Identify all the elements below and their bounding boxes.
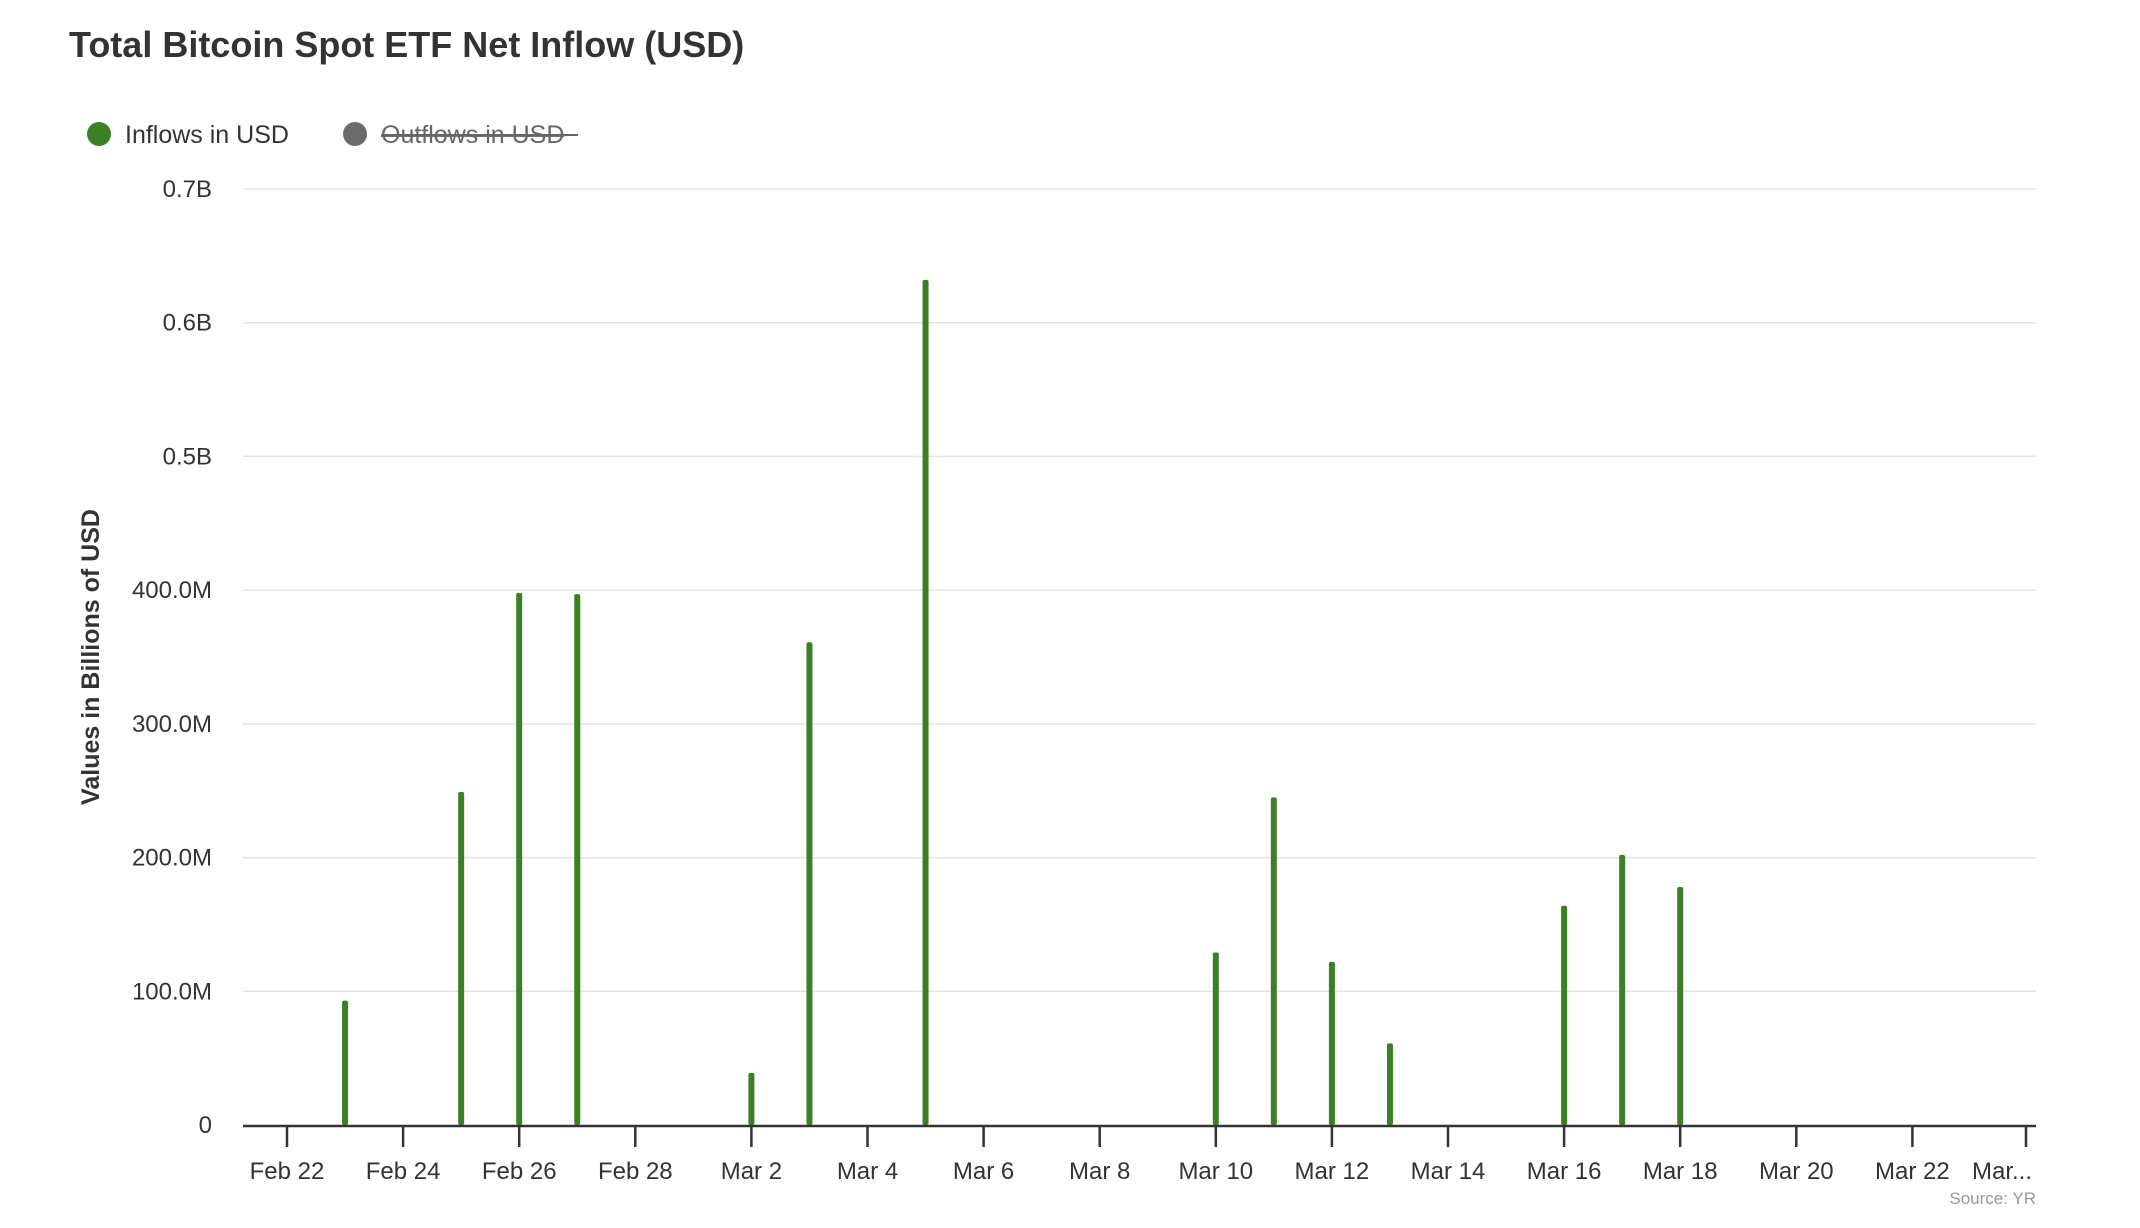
x-tick-label: Mar 18 — [1643, 1158, 1718, 1185]
y-tick-label: 0 — [199, 1112, 212, 1139]
x-tick-label: Mar 16 — [1527, 1158, 1602, 1185]
x-tick-label: Mar 2 — [721, 1158, 782, 1185]
x-tick-label: Feb 24 — [366, 1158, 441, 1185]
bar-mar-11 — [1270, 797, 1277, 1125]
y-tick-label: 400.0M — [132, 577, 212, 604]
legend-inflows-marker — [87, 122, 111, 146]
x-tick-label: Feb 22 — [250, 1158, 325, 1185]
bar-mar-3 — [806, 642, 813, 1125]
x-axis: Feb 22 Feb 24 Feb 26 Feb 28 Mar 2 Mar 4 Mar 6 M… — [243, 1124, 2036, 1185]
x-tick-label: Mar 4 — [837, 1158, 898, 1185]
x-tick-label: Mar 20 — [1759, 1158, 1834, 1185]
legend-inflows-label: Inflows in USD — [125, 121, 289, 149]
y-tick-label: 300.0M — [132, 711, 212, 738]
bar-mar-10 — [1212, 952, 1219, 1125]
y-axis-title: Values in Billions of USD — [77, 509, 105, 805]
legend-outflows-marker — [343, 122, 367, 146]
bar-mar-17 — [1619, 854, 1626, 1125]
bar-feb-25 — [458, 792, 465, 1125]
bar-mar-5 — [922, 279, 929, 1125]
y-axis-ticks: 0 100.0M 200.0M 300.0M 400.0M 0.5B 0.6B 0.7B — [132, 176, 212, 1139]
bar-feb-23 — [342, 1000, 349, 1125]
bar-feb-27 — [574, 594, 581, 1125]
x-tick-label: Mar 12 — [1295, 1158, 1370, 1185]
x-tick-label: Mar... — [1972, 1158, 2032, 1185]
x-tick-label: Feb 26 — [482, 1158, 557, 1185]
bars — [342, 279, 1684, 1125]
chart-title: Total Bitcoin Spot ETF Net Inflow (USD) — [69, 24, 744, 65]
bar-mar-12 — [1328, 961, 1335, 1125]
x-tick-label: Mar 8 — [1069, 1158, 1130, 1185]
x-tick-label: Mar 10 — [1178, 1158, 1253, 1185]
bar-feb-26 — [516, 592, 523, 1125]
y-tick-label: 0.5B — [163, 443, 212, 470]
x-tick-label: Mar 22 — [1875, 1158, 1950, 1185]
bar-mar-18 — [1677, 886, 1684, 1125]
y-tick-label: 0.6B — [163, 310, 212, 337]
x-tick-label: Mar 14 — [1411, 1158, 1486, 1185]
x-tick-label: Mar 6 — [953, 1158, 1014, 1185]
gridlines — [243, 188, 2036, 993]
x-tick-label: Feb 28 — [598, 1158, 673, 1185]
y-tick-label: 0.7B — [163, 176, 212, 203]
legend-item-outflows[interactable]: Outflows in USD — [343, 121, 578, 149]
y-tick-label: 100.0M — [132, 978, 212, 1005]
bar-mar-13 — [1386, 1043, 1393, 1125]
bar-mar-16 — [1561, 905, 1568, 1125]
y-tick-label: 200.0M — [132, 845, 212, 872]
legend-item-inflows[interactable]: Inflows in USD — [87, 121, 289, 149]
chart-credit: Source: YR — [1949, 1189, 2036, 1208]
bar-mar-2 — [748, 1072, 755, 1125]
